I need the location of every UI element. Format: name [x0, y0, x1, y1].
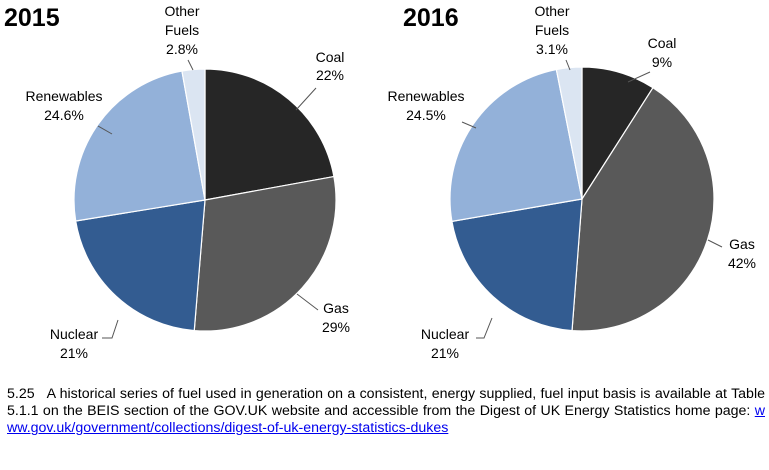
- data-label-name-other-2015: Fuels: [165, 22, 199, 38]
- data-label-value-nuclear-2015: 21%: [60, 345, 88, 361]
- pie-slice-renewables-2016: [449, 68, 583, 223]
- footnote-paragraph: 5.25 A historical series of fuel used in …: [7, 386, 765, 437]
- pie-slice-coal-2015: [204, 68, 335, 201]
- chart-title-2016: 2016: [403, 4, 459, 32]
- data-label-value-gas-2015: 29%: [322, 319, 350, 335]
- data-label-name-coal-2016: Coal: [648, 35, 677, 51]
- pie-slice-gas-2015: [193, 175, 337, 332]
- data-label-name-coal-2015: Coal: [316, 49, 345, 65]
- leader-line-gas-2016: [707, 239, 723, 248]
- pie-chart-2015: 2015 Coal 22% Gas 29% Nuclear 21% Renewables 24.…: [4, 3, 350, 361]
- pie-slice-nuclear-2015: [75, 199, 206, 332]
- data-label-name-nuclear-2015: Nuclear: [50, 326, 99, 342]
- pie-charts: 2015 Coal 22% Gas 29% Nuclear 21% Renewables 24.…: [4, 3, 756, 361]
- data-label-value-renewables-2015: 24.6%: [44, 107, 84, 123]
- data-label-value-other-2016: 3.1%: [536, 41, 568, 57]
- pie-slice-other-2015: [181, 68, 206, 201]
- leader-line-renewables-2015: [97, 125, 113, 135]
- footnote-text: A historical series of fuel used in gene…: [7, 386, 765, 419]
- leader-line-renewables-2016: [461, 121, 477, 129]
- data-label-name-other-2015: Other: [164, 3, 199, 19]
- leader-line-coal-2016: [627, 71, 651, 83]
- leader-line-nuclear-2015: [102, 319, 119, 339]
- chart-title-2015: 2015: [4, 4, 60, 32]
- leader-line-gas-2015: [296, 293, 319, 311]
- leader-line-nuclear-2016: [476, 317, 493, 339]
- data-label-value-nuclear-2016: 21%: [431, 345, 459, 361]
- data-label-name-nuclear-2016: Nuclear: [421, 326, 470, 342]
- data-label-value-coal-2015: 22%: [316, 67, 344, 83]
- leader-line-other-2016: [565, 59, 571, 71]
- pie-slice-nuclear-2016: [451, 198, 583, 332]
- data-label-value-renewables-2016: 24.5%: [406, 107, 446, 123]
- data-label-value-other-2015: 2.8%: [166, 41, 198, 57]
- data-label-value-gas-2016: 42%: [728, 255, 756, 271]
- leader-line-coal-2015: [295, 87, 317, 111]
- footnote-number: 5.25: [7, 386, 35, 402]
- data-label-name-gas-2015: Gas: [323, 300, 349, 316]
- data-label-name-other-2016: Other: [534, 3, 569, 19]
- data-label-name-renewables-2015: Renewables: [25, 88, 102, 104]
- pie-slice-gas-2016: [571, 86, 715, 332]
- pie-slice-renewables-2015: [73, 70, 206, 222]
- data-label-value-coal-2016: 9%: [652, 54, 672, 70]
- leader-line-other-2015: [187, 59, 194, 71]
- digest-link[interactable]: www.gov.uk/government/collections/digest…: [7, 403, 765, 436]
- data-label-name-renewables-2016: Renewables: [387, 88, 464, 104]
- data-label-name-gas-2016: Gas: [729, 236, 755, 252]
- data-label-name-other-2016: Fuels: [535, 22, 569, 38]
- pie-chart-2016: 2016 Coal 9% Gas 42% Nuclear 21% Renewables 24.5…: [387, 3, 756, 361]
